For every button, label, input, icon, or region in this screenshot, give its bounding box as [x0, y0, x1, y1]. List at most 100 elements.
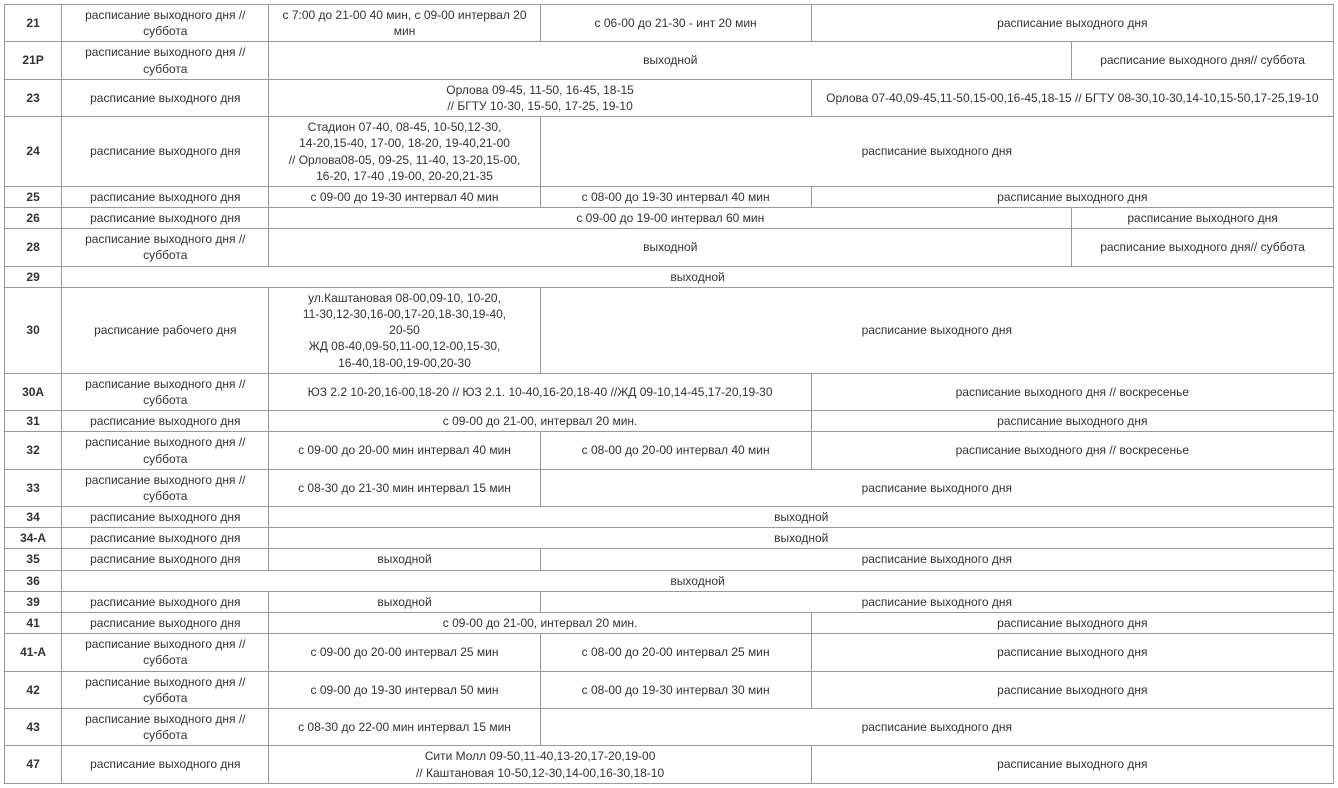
route-number: 24 [5, 117, 62, 187]
table-row: 21расписание выходного дня //субботас 7:… [5, 5, 1334, 42]
schedule-cell: расписание выходного дня //суббота [62, 229, 269, 266]
schedule-cell: расписание рабочего дня [62, 287, 269, 373]
schedule-cell: расписание выходного дня [540, 708, 1333, 745]
schedule-cell: ул.Каштановая 08-00,09-10, 10-20,11-30,1… [269, 287, 540, 373]
schedule-cell: с 09-00 до 21-00, интервал 20 мин. [269, 411, 811, 432]
schedule-cell: расписание выходного дня [811, 613, 1333, 634]
schedule-cell: расписание выходного дня [540, 549, 1333, 570]
route-number: 25 [5, 186, 62, 207]
schedule-cell: расписание выходного дня [540, 287, 1333, 373]
schedule-cell: расписание выходного дня [62, 591, 269, 612]
table-row: 47расписание выходного дняСити Молл 09-5… [5, 746, 1334, 783]
schedule-cell: с 7:00 до 21-00 40 мин, с 09-00 интервал… [269, 5, 540, 42]
schedule-cell: выходной [269, 549, 540, 570]
schedule-cell: ЮЗ 2.2 10-20,16-00,18-20 // ЮЗ 2.1. 10-4… [269, 373, 811, 410]
schedule-cell: с 08-00 до 20-00 интервал 40 мин [540, 432, 811, 469]
schedule-cell: с 08-00 до 19-30 интервал 30 мин [540, 671, 811, 708]
route-number: 21 [5, 5, 62, 42]
schedule-cell: с 09-00 до 19-30 интервал 40 мин [269, 186, 540, 207]
schedule-cell: расписание выходного дня //суббота [62, 671, 269, 708]
schedule-cell: расписание выходного дня [811, 671, 1333, 708]
table-row: 30расписание рабочего дняул.Каштановая 0… [5, 287, 1334, 373]
schedule-cell: расписание выходного дня [62, 507, 269, 528]
schedule-cell: расписание выходного дня //суббота [62, 5, 269, 42]
route-number: 47 [5, 746, 62, 783]
table-row: 36выходной [5, 570, 1334, 591]
route-number: 36 [5, 570, 62, 591]
route-number: 35 [5, 549, 62, 570]
table-row: 42расписание выходного дня //субботас 09… [5, 671, 1334, 708]
route-number: 31 [5, 411, 62, 432]
schedule-cell: с 09-00 до 20-00 интервал 25 мин [269, 634, 540, 671]
route-number: 26 [5, 208, 62, 229]
schedule-cell: расписание выходного дня //суббота [62, 373, 269, 410]
schedule-cell: Орлова 09-45, 11-50, 16-45, 18-15// БГТУ… [269, 79, 811, 116]
schedule-cell: Орлова 07-40,09-45,11-50,15-00,16-45,18-… [811, 79, 1333, 116]
schedule-cell: расписание выходного дня // воскресенье [811, 373, 1333, 410]
route-number: 34-А [5, 528, 62, 549]
schedule-cell: выходной [269, 229, 1072, 266]
schedule-cell: с 09-00 до 20-00 мин интервал 40 мин [269, 432, 540, 469]
table-row: 43расписание выходного дня //субботас 08… [5, 708, 1334, 745]
schedule-cell: расписание выходного дня //суббота [62, 432, 269, 469]
table-row: 33расписание выходного дня //субботас 08… [5, 469, 1334, 506]
table-row: 29выходной [5, 266, 1334, 287]
route-number: 42 [5, 671, 62, 708]
schedule-cell: расписание выходного дня [62, 549, 269, 570]
schedule-cell: с 06-00 до 21-30 - инт 20 мин [540, 5, 811, 42]
schedule-cell: расписание выходного дня // воскресенье [811, 432, 1333, 469]
schedule-cell: расписание выходного дня //суббота [62, 42, 269, 79]
schedule-cell: расписание выходного дня [62, 117, 269, 187]
schedule-cell: с 08-30 до 22-00 мин интервал 15 мин [269, 708, 540, 745]
table-row: 24расписание выходного дняСтадион 07-40,… [5, 117, 1334, 187]
table-row: 28расписание выходного дня //субботавыхо… [5, 229, 1334, 266]
route-number: 28 [5, 229, 62, 266]
schedule-cell: расписание выходного дня [811, 746, 1333, 783]
schedule-cell: расписание выходного дня [811, 411, 1333, 432]
table-row: 41-Арасписание выходного дня //субботас … [5, 634, 1334, 671]
schedule-cell: Сити Молл 09-50,11-40,13-20,17-20,19-00/… [269, 746, 811, 783]
schedule-cell: выходной [62, 570, 1334, 591]
table-row: 39расписание выходного днявыходнойраспис… [5, 591, 1334, 612]
schedule-cell: расписание выходного дня// суббота [1072, 229, 1334, 266]
schedule-cell: с 09-00 до 19-30 интервал 50 мин [269, 671, 540, 708]
schedule-cell: с 09-00 до 19-00 интервал 60 мин [269, 208, 1072, 229]
schedule-cell: расписание выходного дня [62, 613, 269, 634]
table-row: 23расписание выходного дняОрлова 09-45, … [5, 79, 1334, 116]
schedule-cell: расписание выходного дня [540, 591, 1333, 612]
schedule-cell: с 08-00 до 19-30 интервал 40 мин [540, 186, 811, 207]
table-row: 26расписание выходного дняс 09-00 до 19-… [5, 208, 1334, 229]
schedule-cell: расписание выходного дня [811, 634, 1333, 671]
table-row: 25расписание выходного дняс 09-00 до 19-… [5, 186, 1334, 207]
route-number: 32 [5, 432, 62, 469]
route-number: 23 [5, 79, 62, 116]
schedule-cell: выходной [62, 266, 1334, 287]
table-row: 32расписание выходного дня //субботас 09… [5, 432, 1334, 469]
schedule-cell: выходной [269, 591, 540, 612]
route-number: 21Р [5, 42, 62, 79]
route-number: 43 [5, 708, 62, 745]
table-row: 21Ррасписание выходного дня //субботавых… [5, 42, 1334, 79]
schedule-cell: расписание выходного дня //суббота [62, 634, 269, 671]
table-row: 30Арасписание выходного дня //субботаЮЗ … [5, 373, 1334, 410]
table-row: 31 расписание выходного дняс 09-00 до 21-… [5, 411, 1334, 432]
schedule-cell: с 09-00 до 21-00, интервал 20 мин. [269, 613, 811, 634]
schedule-cell: расписание выходного дня [62, 208, 269, 229]
schedule-cell: расписание выходного дня [62, 746, 269, 783]
schedule-cell: расписание выходного дня [62, 186, 269, 207]
schedule-cell: расписание выходного дня [1072, 208, 1334, 229]
route-number: 34 [5, 507, 62, 528]
route-number: 39 [5, 591, 62, 612]
route-number: 33 [5, 469, 62, 506]
schedule-cell: расписание выходного дня [540, 469, 1333, 506]
schedule-cell: выходной [269, 42, 1072, 79]
schedule-cell: расписание выходного дня //суббота [62, 708, 269, 745]
table-row: 35расписание выходного днявыходнойраспис… [5, 549, 1334, 570]
schedule-cell: расписание выходного дня [811, 186, 1333, 207]
schedule-cell: выходной [269, 528, 1334, 549]
route-number: 30 [5, 287, 62, 373]
schedule-cell: выходной [269, 507, 1334, 528]
route-number: 29 [5, 266, 62, 287]
schedule-cell: с 08-30 до 21-30 мин интервал 15 мин [269, 469, 540, 506]
schedule-cell: расписание выходного дня [62, 79, 269, 116]
